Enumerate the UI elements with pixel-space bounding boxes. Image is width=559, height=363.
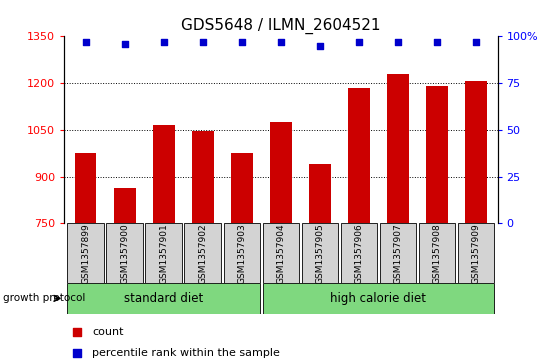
Text: GSM1357909: GSM1357909 — [472, 223, 481, 284]
Text: growth protocol: growth protocol — [3, 293, 85, 303]
Title: GDS5648 / ILMN_2604521: GDS5648 / ILMN_2604521 — [181, 17, 381, 33]
Bar — [427, 86, 448, 223]
Bar — [340, 223, 377, 283]
Text: high calorie diet: high calorie diet — [330, 292, 427, 305]
Text: GSM1357902: GSM1357902 — [198, 223, 207, 284]
Text: percentile rank within the sample: percentile rank within the sample — [92, 348, 280, 358]
Point — [73, 351, 82, 356]
Bar — [68, 223, 104, 283]
Bar — [348, 88, 369, 223]
Point — [433, 39, 442, 45]
Text: GSM1357904: GSM1357904 — [276, 223, 286, 284]
Bar — [302, 223, 338, 283]
Text: GSM1357905: GSM1357905 — [315, 223, 324, 284]
Text: GSM1357899: GSM1357899 — [81, 223, 90, 284]
Bar — [458, 223, 494, 283]
Bar — [380, 223, 416, 283]
Bar — [263, 283, 494, 314]
Point — [315, 43, 324, 49]
Point — [81, 39, 90, 45]
Point — [354, 39, 363, 45]
Bar — [419, 223, 456, 283]
Bar — [75, 153, 97, 223]
Bar — [145, 223, 182, 283]
Point — [120, 41, 129, 47]
Bar — [224, 223, 260, 283]
Bar — [387, 74, 409, 223]
Bar — [263, 223, 299, 283]
Point — [159, 39, 168, 45]
Bar — [68, 283, 260, 314]
Point — [198, 39, 207, 45]
Text: GSM1357906: GSM1357906 — [354, 223, 363, 284]
Bar — [106, 223, 143, 283]
Point — [73, 329, 82, 335]
Point — [472, 39, 481, 45]
Text: count: count — [92, 327, 124, 337]
Bar — [309, 164, 331, 223]
Point — [238, 39, 247, 45]
Bar — [231, 153, 253, 223]
Bar — [192, 131, 214, 223]
Bar — [184, 223, 221, 283]
Bar — [465, 81, 487, 223]
Bar — [114, 188, 135, 223]
Text: GSM1357908: GSM1357908 — [433, 223, 442, 284]
Text: GSM1357900: GSM1357900 — [120, 223, 129, 284]
Point — [394, 39, 402, 45]
Bar — [153, 125, 174, 223]
Bar — [270, 122, 292, 223]
Point — [276, 39, 285, 45]
Text: GSM1357907: GSM1357907 — [394, 223, 402, 284]
Text: GSM1357901: GSM1357901 — [159, 223, 168, 284]
Text: GSM1357903: GSM1357903 — [238, 223, 247, 284]
Text: standard diet: standard diet — [124, 292, 203, 305]
